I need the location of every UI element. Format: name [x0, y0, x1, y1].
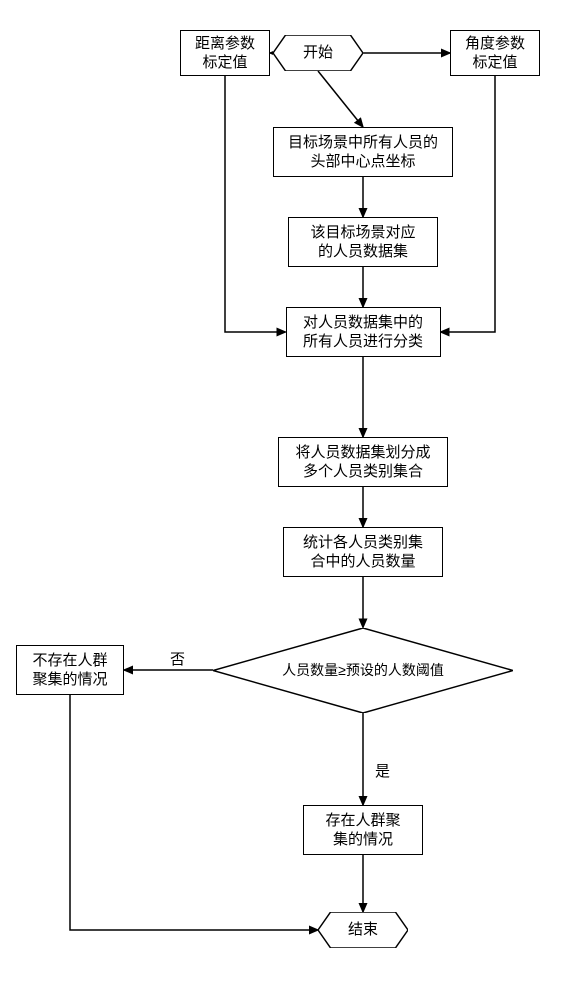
node-dataset: 该目标场景对应的人员数据集 [288, 217, 438, 267]
node-distParam: 距离参数标定值 [180, 30, 270, 76]
node-angleParam: 角度参数标定值 [450, 30, 540, 76]
node-yesCrowd: 存在人群聚集的情况 [303, 805, 423, 855]
node-label: 对人员数据集中的所有人员进行分类 [303, 313, 423, 352]
node-heads: 目标场景中所有人员的头部中心点坐标 [273, 127, 453, 177]
node-label: 人员数量≥预设的人数阈值 [282, 661, 444, 679]
node-label: 存在人群聚集的情况 [325, 811, 400, 850]
node-label: 角度参数标定值 [465, 34, 525, 73]
edge-label: 是 [375, 760, 390, 781]
node-end: 结束 [318, 912, 408, 948]
node-label: 统计各人员类别集合中的人员数量 [303, 533, 423, 572]
node-start: 开始 [273, 35, 363, 71]
node-label: 该目标场景对应的人员数据集 [310, 223, 415, 262]
node-decision: 人员数量≥预设的人数阈值 [213, 628, 513, 713]
node-label: 目标场景中所有人员的头部中心点坐标 [288, 133, 438, 172]
node-split: 将人员数据集划分成多个人员类别集合 [278, 437, 448, 487]
node-label: 不存在人群聚集的情况 [32, 651, 107, 690]
node-noCrowd: 不存在人群聚集的情况 [16, 645, 124, 695]
node-label: 开始 [303, 43, 333, 63]
node-label: 将人员数据集划分成多个人员类别集合 [295, 443, 430, 482]
edge-label: 否 [170, 648, 185, 669]
node-label: 结束 [348, 920, 378, 940]
node-count: 统计各人员类别集合中的人员数量 [283, 527, 443, 577]
node-label: 距离参数标定值 [195, 34, 255, 73]
node-classify: 对人员数据集中的所有人员进行分类 [286, 307, 441, 357]
